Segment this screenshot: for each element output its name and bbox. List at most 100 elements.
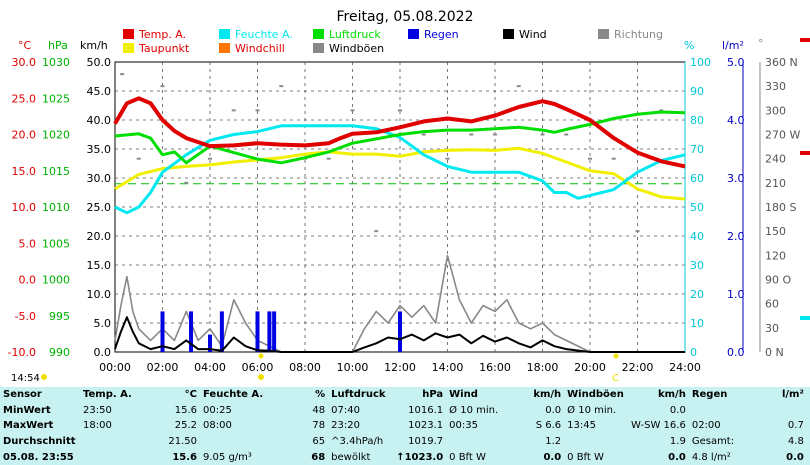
tick-x: 00:00 (99, 361, 131, 374)
stats-cell: 23:20 (331, 420, 360, 432)
tick-hpa: 1010 (42, 201, 70, 214)
stats-cell: Durchschnitt (3, 436, 76, 448)
tick-kmh: 15.0 (87, 259, 112, 272)
direction-dot (231, 109, 236, 112)
tick-percent: 70 (690, 143, 704, 156)
tick-kmh: 40.0 (87, 114, 112, 127)
stats-header: Sensor (3, 389, 42, 401)
tick-deg: 360 N (765, 56, 798, 69)
rain-bar (219, 311, 224, 352)
stats-header: % (315, 389, 326, 401)
stats-cell: 23:50 (83, 404, 112, 416)
stats-cell: MaxWert (3, 420, 54, 432)
tick-celsius: -5.0 (15, 310, 36, 323)
stats-cell: 13:45 (567, 420, 596, 432)
axis-header-celsius: °C (18, 39, 32, 52)
stats-row-max: MaxWert 18:00 25.2 08:00 78 23:20 1023.1… (0, 418, 807, 434)
tick-x: 16:00 (479, 361, 511, 374)
tick-lm2: 1.0 (727, 288, 745, 301)
legend-swatch (123, 29, 134, 39)
stats-cell: 08:00 (203, 420, 232, 432)
tick-labels: °C hPa km/h% l/m² ° 30.0 25.0 20.0 15.0 10.0 5.0 0.… (8, 37, 801, 384)
rain-bar (208, 334, 212, 352)
sun-marker (41, 374, 47, 380)
edge-marker-feuchte (800, 316, 810, 320)
tick-kmh: 0.0 (94, 346, 112, 359)
tick-lm2: 2.0 (727, 230, 745, 243)
weather-chart: Freitag, 05.08.2022 Temp. A. Feuchte A. Lu… (8, 9, 810, 384)
tick-hpa: 1005 (42, 237, 70, 250)
stats-header-row: Sensor Temp. A. °C Feuchte A. % Luftdruc… (0, 387, 807, 403)
legend-swatch (219, 43, 230, 53)
legend-label: Richtung (614, 28, 663, 41)
rain-bar (189, 311, 193, 352)
tick-percent: 80 (690, 114, 704, 127)
direction-dot (374, 230, 379, 233)
direction-dot (659, 109, 664, 112)
stats-header: hPa (422, 389, 444, 401)
tick-x: 12:00 (384, 361, 416, 374)
tick-celsius: 0.0 (19, 274, 37, 287)
stats-cell: 1023.1 (408, 420, 444, 432)
tick-percent: 60 (690, 172, 704, 185)
stats-cell: 0 Bft W (567, 451, 604, 463)
tick-deg: 180 S (765, 201, 796, 214)
series-taupunkt (114, 146, 686, 201)
stats-cell: 1.2 (545, 436, 562, 448)
legend-swatch (408, 29, 419, 39)
tick-kmh: 45.0 (87, 85, 112, 98)
series-windboeen (114, 254, 685, 353)
tick-kmh: 30.0 (87, 172, 112, 185)
stats-cell: 02:00 (691, 420, 721, 432)
tick-lm2: 0.0 (727, 346, 745, 359)
tick-deg: 120 (765, 249, 786, 262)
stats-header: km/h (657, 389, 686, 401)
tick-hpa: 1025 (42, 92, 70, 105)
tick-celsius: 15.0 (12, 165, 37, 178)
stats-cell: 4.8 (787, 436, 804, 448)
direction-dot (493, 133, 497, 136)
stats-cell: 1016.1 (408, 404, 444, 416)
stats-cell (689, 403, 745, 419)
legend-swatch (503, 29, 514, 39)
stats-cell: 15.6 (172, 451, 197, 463)
tick-deg: 30 (765, 322, 779, 335)
stats-cell: 1019.7 (408, 436, 444, 448)
legend-swatch (123, 43, 134, 53)
legend-label: Regen (424, 28, 459, 41)
stats-cell (200, 434, 266, 450)
direction-dot (255, 109, 260, 112)
legend: Temp. A. Feuchte A. Luftdruck Regen Wind Rich… (123, 28, 663, 55)
legend-swatch (219, 29, 230, 39)
stats-cell: 18:00 (83, 420, 112, 432)
tick-lm2: 3.0 (727, 172, 745, 185)
tick-kmh: 5.0 (94, 317, 112, 330)
stats-header: Windböen (567, 389, 624, 401)
stats-cell: 48 (312, 404, 326, 416)
stats-cell: 0.0 (543, 451, 562, 463)
axis-header-hpa: hPa (48, 39, 68, 52)
stats-cell (564, 434, 627, 450)
tick-hpa: 1015 (42, 165, 70, 178)
stats-header: Regen (691, 389, 728, 401)
legend-label: Windböen (329, 42, 384, 55)
sun-marker (258, 353, 264, 359)
stats-cell: 00:35 (449, 420, 478, 432)
stats-header: Wind (449, 389, 478, 401)
stats-cell: W-SW 16.6 (631, 420, 686, 432)
stats-cell: 0 Bft W (449, 451, 486, 463)
axis-header-percent: % (684, 39, 694, 52)
tick-deg: 150 (765, 225, 786, 238)
tick-percent: 90 (690, 85, 704, 98)
series-feuchte (114, 124, 686, 215)
tick-percent: 50 (690, 201, 704, 214)
direction-dot (184, 181, 189, 184)
stats-cell: 21.50 (168, 436, 197, 448)
legend-label: Windchill (235, 42, 285, 55)
rain-bar (272, 311, 277, 352)
stats-row-avg: Durchschnitt 21.50 65 ^3.4hPa/h 1019.7 1… (0, 434, 807, 450)
tick-celsius: 25.0 (12, 92, 37, 105)
stats-row-min: MinWert 23:50 15.6 00:25 48 07:40 1016.1… (0, 403, 807, 419)
tick-lm2: 5.0 (727, 56, 745, 69)
legend-label: Temp. A. (138, 28, 186, 41)
